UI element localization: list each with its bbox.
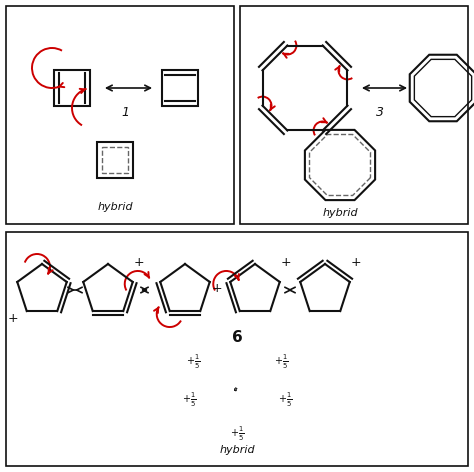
Text: $+\frac{1}{5}$: $+\frac{1}{5}$	[186, 353, 200, 371]
Text: $+\frac{1}{5}$: $+\frac{1}{5}$	[274, 353, 288, 371]
Bar	[97, 142, 133, 178]
Text: $+\frac{1}{5}$: $+\frac{1}{5}$	[230, 425, 244, 443]
Text: 6: 6	[232, 330, 242, 346]
Text: hybrid: hybrid	[219, 445, 255, 455]
Text: $+\frac{1}{5}$: $+\frac{1}{5}$	[182, 391, 196, 409]
Text: hybrid: hybrid	[97, 202, 133, 212]
Bar	[102, 147, 128, 173]
Text: +: +	[8, 312, 18, 325]
Text: +: +	[134, 255, 144, 269]
Bar	[54, 70, 90, 106]
Text: +: +	[281, 255, 292, 269]
Text: +: +	[212, 281, 222, 295]
Bar	[6, 232, 468, 466]
Text: +: +	[351, 255, 361, 269]
Bar	[240, 6, 468, 224]
Text: 1: 1	[121, 106, 129, 118]
Text: hybrid: hybrid	[322, 208, 358, 218]
Bar	[162, 70, 198, 106]
Text: 3: 3	[376, 106, 384, 118]
Bar	[6, 6, 234, 224]
Text: $+\frac{1}{5}$: $+\frac{1}{5}$	[278, 391, 292, 409]
